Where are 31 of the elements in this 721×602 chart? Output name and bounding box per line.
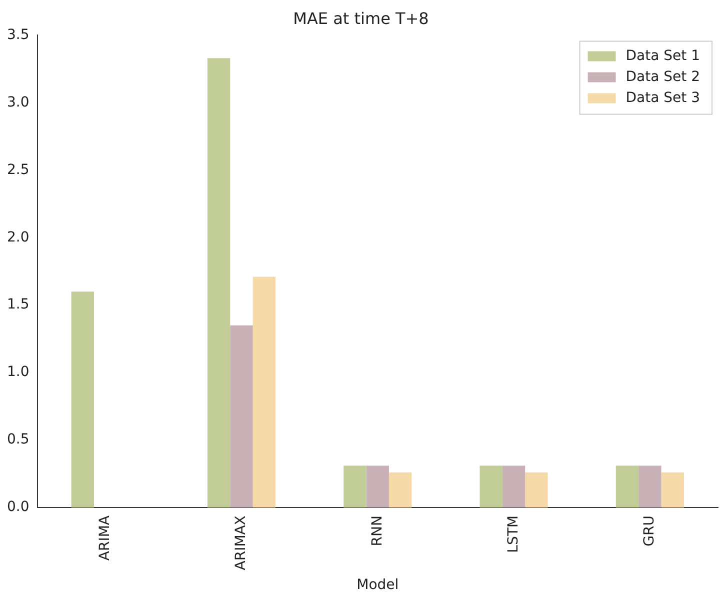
- y-tick-label: 3.5: [7, 26, 30, 43]
- bar: [252, 276, 276, 508]
- y-tick-label: 1.0: [7, 364, 30, 380]
- chart-title: MAE at time T+8: [293, 8, 429, 28]
- y-tick-label: 1.5: [7, 296, 30, 313]
- y-tick-label: 3.0: [7, 94, 30, 110]
- bar: [525, 472, 548, 508]
- y-tick-label: 2.0: [7, 229, 30, 246]
- bar: [388, 472, 412, 508]
- bar: [207, 58, 230, 508]
- legend-label: Data Set 1: [626, 48, 700, 64]
- y-tick-label: 0.0: [7, 499, 30, 516]
- x-tick-label: LSTM: [505, 516, 522, 553]
- x-tick-label: GRU: [642, 516, 658, 546]
- bar: [638, 466, 662, 508]
- bar: [502, 466, 526, 508]
- bar: [230, 325, 253, 508]
- x-tick-label: ARIMA: [96, 515, 113, 561]
- bar: [366, 466, 389, 508]
- x-tick-label: RNN: [369, 516, 386, 546]
- y-tick-label: 2.5: [7, 162, 30, 178]
- legend-label: Data Set 3: [626, 90, 700, 106]
- x-axis-title: Model: [356, 577, 399, 594]
- legend-label: Data Set 2: [626, 68, 700, 85]
- bar: [71, 292, 94, 508]
- x-tick-label: ARIMAX: [233, 515, 250, 570]
- bar: [344, 466, 366, 508]
- bar: [480, 466, 502, 508]
- bar: [616, 466, 639, 508]
- y-tick-label: 0.5: [7, 432, 30, 448]
- bar: [661, 472, 684, 508]
